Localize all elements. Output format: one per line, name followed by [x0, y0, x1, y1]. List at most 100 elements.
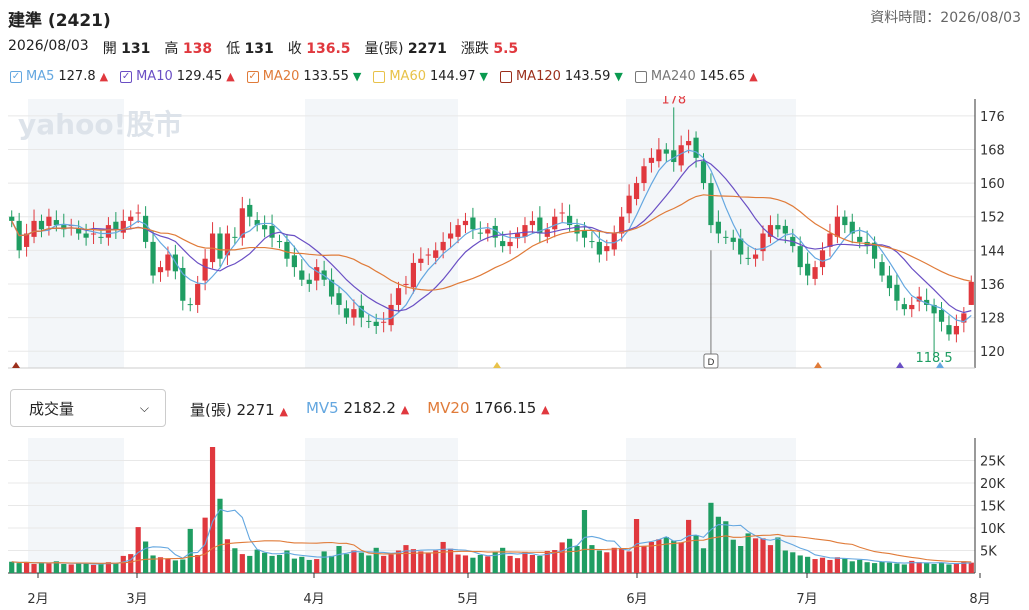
candle — [842, 216, 848, 226]
volume-bar — [61, 564, 67, 573]
candle — [797, 246, 803, 268]
volume-bar — [120, 555, 126, 573]
ma5-line — [11, 149, 972, 323]
volume-bar — [641, 546, 647, 573]
x-tick-label: 8月 — [969, 592, 990, 607]
candle — [276, 241, 283, 243]
volume-bar — [440, 541, 446, 573]
volume-bar — [306, 559, 312, 573]
candle — [328, 279, 335, 297]
volume-bar — [343, 554, 350, 573]
volume-bar — [328, 555, 335, 573]
data-time-label: 資料時間： — [870, 10, 941, 26]
checkbox-icon[interactable]: ✓ — [120, 70, 133, 83]
trend-down-icon: ▼ — [614, 70, 623, 83]
candle — [834, 216, 840, 237]
trend-down-icon: ▼ — [479, 70, 488, 83]
ma-legend-item-ma20[interactable]: ✓ MA20 133.55 ▼ — [246, 69, 361, 84]
volume-bar — [202, 517, 208, 573]
quote-bar: 2026/08/03 開 131 高 138 低 131 收 136.5 量(張… — [8, 38, 518, 58]
volume-bar — [291, 558, 297, 573]
y-tick-label: 15K — [980, 500, 1006, 515]
ma-value: 127.8 — [58, 69, 96, 84]
candle — [395, 288, 402, 305]
checkbox-icon[interactable]: ✓ — [246, 70, 259, 83]
volume-bar — [403, 545, 409, 573]
candle — [946, 325, 952, 335]
data-time-value: 2026/08/03 — [940, 10, 1021, 26]
volume-bar — [909, 560, 915, 573]
candle — [410, 262, 416, 288]
candle — [425, 254, 431, 256]
volume-bar — [418, 551, 424, 573]
checkbox-icon[interactable]: ✓ — [10, 70, 22, 83]
checkbox-icon[interactable] — [634, 70, 647, 83]
candle — [336, 293, 342, 305]
candle — [574, 225, 580, 234]
volume-bar — [232, 548, 238, 573]
volume-bar — [113, 563, 119, 573]
candle — [589, 241, 595, 243]
candle — [90, 233, 97, 235]
candle — [924, 299, 930, 305]
volume-bar — [745, 533, 751, 573]
volume-bar — [648, 541, 655, 573]
volume-bar — [68, 564, 74, 573]
candle — [299, 270, 305, 280]
candle — [752, 254, 759, 259]
volume-bar — [626, 551, 632, 573]
volume-bar — [485, 556, 491, 573]
quote-change: 漲跌 5.5 — [460, 41, 519, 57]
volume-bar — [738, 546, 744, 573]
ma-legend-item-ma10[interactable]: ✓ MA10 129.45 ▲ — [120, 69, 235, 84]
candle — [782, 225, 788, 234]
volume-bar — [760, 538, 766, 573]
volume-bar — [797, 555, 803, 573]
candle — [455, 225, 461, 237]
volume-bar — [358, 552, 364, 573]
y-tick-label: 168 — [980, 143, 1005, 158]
candle — [418, 258, 424, 263]
x-tick-label: 3月 — [126, 592, 147, 607]
mv5-line — [11, 508, 972, 565]
candle — [686, 141, 692, 146]
volume-bar — [864, 562, 870, 573]
candle — [723, 236, 729, 238]
candle — [135, 212, 141, 214]
ma-value: 144.97 — [429, 69, 476, 84]
candle — [157, 267, 164, 273]
candle — [604, 246, 610, 252]
volume-bar — [790, 552, 796, 573]
volume-bar — [752, 538, 759, 573]
chevron-down-icon: ⌵ — [139, 400, 149, 415]
candle — [916, 296, 922, 302]
candle — [938, 309, 945, 322]
ma-legend-item-ma5[interactable]: ✓ MA5 127.8 ▲ — [10, 69, 108, 84]
ma-legend: ✓ MA5 127.8 ▲ ✓ MA10 129.45 ▲ ✓ MA20 133.55 ▼ MA60 14… — [10, 69, 758, 84]
event-marker — [896, 362, 904, 368]
ma-legend-item-ma120[interactable]: MA120 143.59 ▼ — [499, 69, 623, 84]
candle — [485, 229, 491, 234]
volume-legend: 量(張) 2271 ▲ MV5 2182.2 ▲ MV20 1766.15 ▲ — [190, 399, 550, 420]
volume-bar — [767, 545, 774, 573]
volume-legend-vol: 量(張) 2271 ▲ — [190, 401, 288, 419]
volume-bar — [968, 562, 974, 573]
volume-bar — [217, 498, 223, 573]
volume-bar — [381, 555, 387, 573]
checkbox-icon[interactable] — [373, 70, 386, 83]
candle — [745, 257, 751, 259]
volume-bar — [522, 551, 528, 573]
candle — [76, 228, 82, 234]
ma-legend-item-ma240[interactable]: MA240 145.65 ▲ — [634, 69, 758, 84]
indicator-select[interactable]: 成交量 ⌵ — [10, 389, 166, 427]
y-tick-label: 20K — [980, 477, 1006, 492]
candle — [819, 250, 826, 268]
volume-bar — [16, 563, 22, 573]
candle — [537, 217, 543, 234]
volume-bar — [886, 562, 893, 573]
ma-name: MA60 — [389, 69, 426, 84]
ma-legend-item-ma60[interactable]: MA60 144.97 ▼ — [373, 69, 488, 84]
candle — [894, 284, 900, 301]
checkbox-icon[interactable] — [499, 70, 512, 83]
candle — [470, 217, 476, 230]
